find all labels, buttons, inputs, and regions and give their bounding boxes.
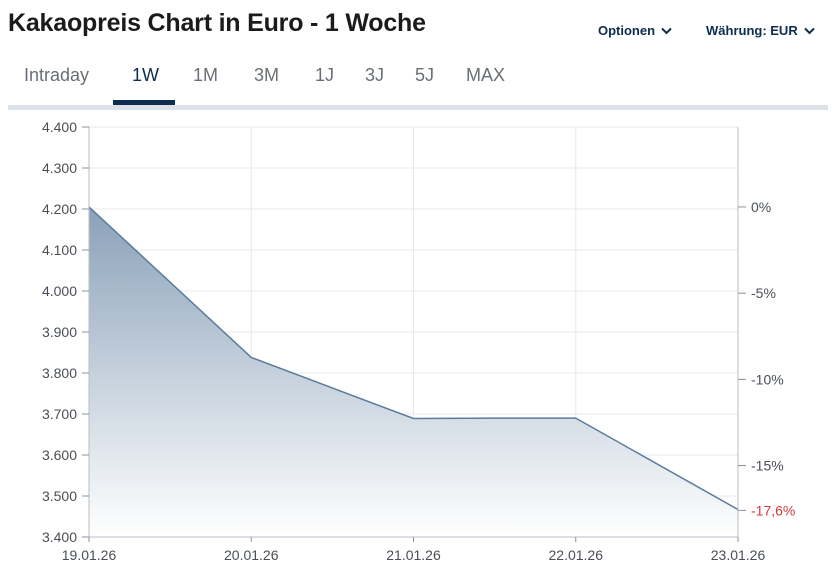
tab-5j[interactable]: 5J	[415, 65, 435, 85]
price-area	[89, 206, 738, 537]
x-tick-label: 21.01.26	[386, 547, 441, 563]
tab-3j[interactable]: 3J	[365, 65, 385, 85]
y-tick-label: 4.100	[42, 242, 77, 258]
x-tick-label: 23.01.26	[711, 547, 766, 563]
y-tick-label: 3.400	[42, 529, 77, 545]
tab-3m[interactable]: 3M	[254, 65, 280, 85]
tab-1w[interactable]: 1W	[132, 65, 159, 85]
y-tick-label: 4.200	[42, 201, 77, 217]
y-tick-label: 3.700	[42, 406, 77, 422]
tab-1j[interactable]: 1J	[315, 65, 335, 85]
y-tick-label: 3.800	[42, 365, 77, 381]
y-tick-label: 3.900	[42, 324, 77, 340]
options-dropdown[interactable]: Optionen	[598, 23, 672, 38]
price-line	[88, 206, 739, 511]
y-tick-label: 4.000	[42, 283, 77, 299]
currency-label: Währung: EUR	[706, 23, 798, 38]
options-label: Optionen	[598, 23, 656, 38]
y-tick-label: 4.400	[42, 119, 77, 135]
y-tick-label: 3.500	[42, 488, 77, 504]
tab-max[interactable]: MAX	[466, 65, 506, 85]
page-title: Kakaopreis Chart in Euro - 1 Woche	[8, 9, 426, 37]
timeframe-tabs: Intraday 1W 1M 3M 1J 3J 5J MAX	[8, 58, 828, 110]
percent-tick-label: -17,6%	[751, 502, 795, 518]
active-tab-indicator	[113, 100, 175, 105]
percent-tick-label: -10%	[751, 371, 784, 387]
x-tick-label: 20.01.26	[224, 547, 279, 563]
x-tick-label: 22.01.26	[549, 547, 604, 563]
chevron-down-icon	[804, 27, 815, 34]
tab-intraday[interactable]: Intraday	[24, 65, 90, 85]
tab-1m[interactable]: 1M	[193, 65, 219, 85]
y-tick-label: 3.600	[42, 447, 77, 463]
y-tick-label: 4.300	[42, 160, 77, 176]
currency-dropdown[interactable]: Währung: EUR	[706, 23, 815, 38]
price-chart: 4.400 4.300 4.200 4.100 4.000 3.900 3.800 3.700…	[42, 119, 795, 563]
percent-tick-label: -15%	[751, 458, 784, 474]
percent-tick-label: 0%	[751, 199, 771, 215]
x-tick-label: 19.01.26	[62, 547, 117, 563]
percent-tick-label: -5%	[751, 285, 776, 301]
chevron-down-icon	[661, 27, 672, 34]
